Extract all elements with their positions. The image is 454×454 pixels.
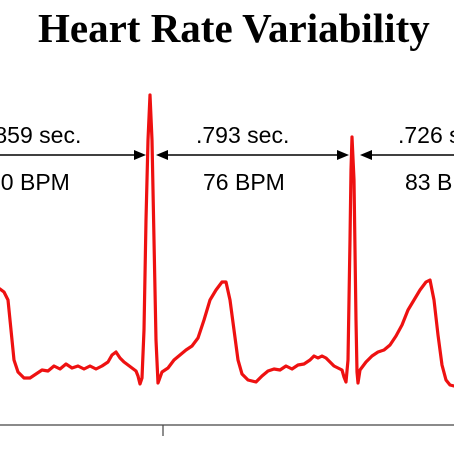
arrow-1-head-right: [134, 150, 146, 160]
figure-title: Heart Rate Variability: [38, 5, 430, 51]
interval-2-duration: .793 sec.: [196, 122, 289, 148]
ecg-trace: [0, 93, 454, 388]
interval-3-rate: 83 BPM: [405, 169, 454, 195]
interval-arrows: [0, 150, 454, 160]
interval-2-rate: 76 BPM: [203, 169, 285, 195]
arrow-2-head-right: [337, 150, 349, 160]
interval-1-rate: 70 BPM: [0, 169, 70, 195]
baseline-axis: [0, 424, 454, 436]
arrow-3-head-left: [360, 150, 372, 160]
arrow-2-head-left: [156, 150, 168, 160]
interval-1-duration: .859 sec.: [0, 122, 81, 148]
interval-3-duration: .726 sec.: [398, 122, 454, 148]
